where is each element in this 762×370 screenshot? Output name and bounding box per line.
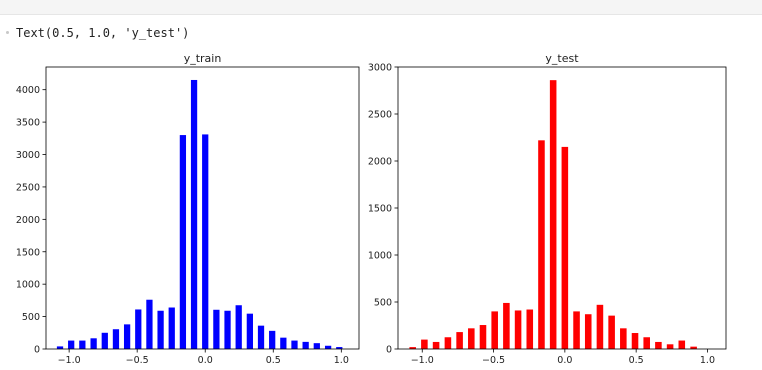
y-tick-label: 0 [386,345,392,356]
bar [112,329,120,349]
bar [432,341,440,349]
bar [336,347,343,349]
bar [620,328,627,349]
bar [526,309,534,349]
bar [596,304,604,349]
bar [202,134,209,349]
plot-frame [45,66,360,350]
y-tick-label: 4000 [16,85,40,96]
bar [514,310,522,349]
bar [235,305,242,349]
x-tick-label: 0.5 [266,355,281,366]
output-prompt-marker [6,31,9,34]
y-tick-label: 1000 [16,280,40,291]
bar [573,311,580,349]
y-tick-label: 0 [34,345,40,356]
bar [666,344,674,349]
bar [678,340,686,349]
x-tick-label: 0.0 [198,355,213,366]
bar [101,332,108,349]
bar [291,340,298,349]
bar [608,315,615,349]
chart-panel-y-test: 0 500 1000 1500 2000 2500 3000 −1.0 −0.5 0.0 0.5 1.… [368,52,727,366]
bar [302,341,309,349]
bar [549,80,557,349]
y-tick-label: 1000 [368,251,392,262]
bar [90,338,97,349]
y-tick-label: 3000 [368,63,392,74]
bar [643,337,650,349]
bar [246,313,253,349]
cell-output-text: Text(0.5, 1.0, 'y_test') [16,26,190,40]
y-tick-label: 3000 [16,150,40,161]
bar [146,299,153,349]
bar [324,345,332,349]
x-tick-label: 1.0 [700,355,715,366]
bar [444,337,452,349]
bar [479,325,487,349]
bar [269,330,276,349]
bar [168,307,175,349]
y-tick-label: 1500 [368,204,392,215]
bar [79,340,86,349]
bar [584,314,592,349]
bar [538,140,545,349]
bar [655,341,662,349]
x-tick-label: −1.0 [58,355,81,366]
y-tick-label: 1500 [16,247,40,258]
bar [690,346,697,349]
chart-title: y_test [545,52,579,65]
y-tick-label: 2500 [16,182,40,193]
bar [456,332,463,349]
y-tick-label: 500 [374,298,392,309]
bar [631,333,639,349]
bar [421,339,428,349]
x-tick-label: −0.5 [482,355,505,366]
y-tick-label: 2000 [368,157,392,168]
bar [213,309,220,349]
bar [179,135,187,349]
y-tick-label: 2500 [368,110,392,121]
bar [280,337,287,349]
x-tick-label: 0.0 [557,355,572,366]
y-tick-label: 500 [22,312,40,323]
bar [257,325,265,349]
bar [224,310,231,349]
bar [409,347,416,349]
bar [503,302,510,349]
x-tick-label: 0.5 [629,355,644,366]
y-tick-label: 2000 [16,215,40,226]
x-tick-label: −1.0 [411,355,434,366]
chart-title: y_train [184,52,222,65]
chart-panel-y-train: 0 500 1000 1500 2000 2500 3000 3500 4000 −1.0 −0.5… [16,52,360,366]
x-tick-label: 1.0 [334,355,349,366]
bar [56,346,64,349]
bar [491,311,498,349]
bar [157,310,164,349]
bar [68,340,75,349]
bar [561,146,569,349]
bar [313,343,320,349]
y-tick-label: 3500 [16,118,40,129]
notebook-toolbar-strip [0,0,762,15]
bar [190,79,198,349]
bar [135,309,142,349]
bar [468,328,475,349]
x-tick-label: −0.5 [126,355,149,366]
bar [123,324,131,349]
